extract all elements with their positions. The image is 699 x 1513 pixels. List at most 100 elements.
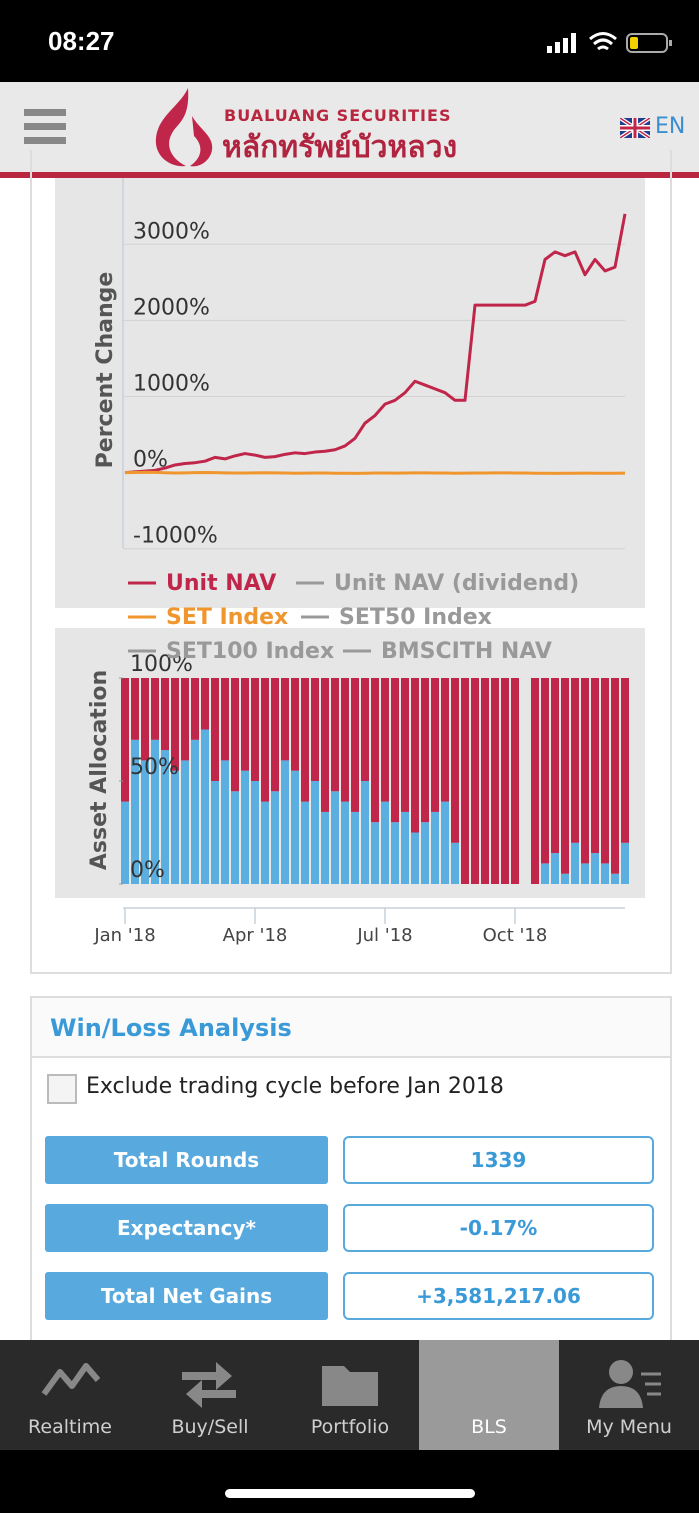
bar-segment (591, 678, 599, 854)
bar-segment (561, 678, 569, 874)
bar-segment (311, 781, 319, 884)
bar-segment (151, 678, 159, 740)
bar-segment (391, 822, 399, 884)
status-icons (547, 32, 672, 53)
metric-value: +3,581,217.06 (343, 1272, 654, 1320)
bar-segment (361, 678, 369, 781)
logo-icon (155, 88, 213, 167)
bar-segment (401, 811, 409, 884)
bar-segment (331, 678, 339, 792)
y-tick-label: 100% (130, 652, 193, 677)
bar-segment (491, 678, 499, 884)
legend-label: SET50 Index (339, 605, 492, 630)
y-tick-label: 0% (130, 858, 165, 883)
tab[interactable]: BLS (419, 1340, 559, 1450)
tab[interactable]: Portfolio (280, 1340, 420, 1450)
x-tick-label: Apr '18 (223, 925, 288, 946)
bar-segment (281, 760, 289, 884)
bar-segment (301, 801, 309, 884)
bar-segment (281, 678, 289, 761)
bar-segment (461, 678, 469, 884)
bar-segment (441, 801, 449, 884)
data-line (124, 470, 626, 475)
bar-segment (431, 678, 439, 812)
bar-segment (351, 811, 359, 884)
metric-label: Expectancy* (45, 1204, 328, 1252)
bar-segment (451, 678, 459, 843)
bar-segment (251, 781, 259, 884)
metric-label: Total Rounds (45, 1136, 328, 1184)
charts: -1000%0%1000%2000%3000%Percent Change0%5… (55, 178, 645, 946)
bar-segment (171, 770, 179, 884)
bar-segment (421, 822, 429, 884)
bar-segment (251, 678, 259, 781)
bar-segment (121, 801, 129, 884)
metric-label: Total Net Gains (45, 1272, 328, 1320)
app-header: BUALUANG SECURITIES หลักทรัพย์บัวหลวง EN (0, 82, 699, 178)
bar-segment (131, 678, 139, 740)
bar-segment (601, 678, 609, 864)
bar-segment (541, 863, 549, 884)
brand-thai: หลักทรัพย์บัวหลวง (222, 130, 458, 165)
tab[interactable]: Buy/Sell (140, 1340, 280, 1450)
bar-segment (231, 791, 239, 884)
bar-segment (201, 678, 209, 730)
bar-segment (441, 678, 449, 802)
bar-segment (261, 801, 269, 884)
bar-segment (171, 678, 179, 771)
bar-segment (571, 678, 579, 843)
bar-segment (431, 811, 439, 884)
tab-icon (599, 1360, 661, 1408)
bar-segment (451, 842, 459, 884)
legend-label: BMSCITH NAV (381, 639, 552, 664)
brand-english: BUALUANG SECURITIES (224, 106, 452, 125)
checkbox[interactable] (47, 1074, 77, 1104)
y-tick-label: 2000% (133, 295, 210, 320)
bar-segment (241, 770, 249, 884)
tab-bar: Realtime Buy/Sell Portfolio BLS My Menu (0, 1340, 699, 1450)
bar-segment (321, 678, 329, 812)
legend-label: SET Index (166, 605, 288, 630)
bar-segment (601, 863, 609, 884)
bar-segment (401, 678, 409, 812)
bar-segment (291, 770, 299, 884)
language-toggle[interactable]: EN (655, 114, 686, 139)
home-indicator (225, 1489, 475, 1498)
data-line (124, 213, 627, 475)
bar-segment (541, 678, 549, 864)
bar-segment (141, 760, 149, 884)
bar-segment (271, 791, 279, 884)
home-area (0, 1450, 699, 1513)
bar-segment (391, 678, 399, 823)
bar-segment (151, 739, 159, 884)
win-loss-body (30, 1056, 672, 1356)
bar-segment (471, 678, 479, 884)
y-tick-label: 1000% (133, 371, 210, 396)
bar-segment (181, 678, 189, 761)
chart-background (55, 178, 645, 608)
bar-segment (511, 678, 519, 884)
metric-value: -0.17% (343, 1204, 654, 1252)
bar-segment (291, 678, 299, 771)
tab[interactable]: My Menu (559, 1340, 699, 1450)
bar-segment (381, 801, 389, 884)
checkbox-label: Exclude trading cycle before Jan 2018 (86, 1074, 504, 1099)
bar-segment (411, 678, 419, 833)
tab-label: Realtime (28, 1416, 112, 1438)
tab[interactable]: Realtime (0, 1340, 140, 1450)
clock: 08:27 (48, 26, 115, 56)
bar-segment (331, 791, 339, 884)
tab-label: Portfolio (310, 1416, 390, 1438)
menu-button[interactable] (24, 109, 68, 145)
status-bar: 08:27 (0, 0, 699, 82)
x-tick-label: Jul '18 (356, 925, 412, 946)
y-axis-title: Percent Change (93, 272, 118, 469)
tab-label: My Menu (586, 1416, 672, 1438)
bar-segment (191, 739, 199, 884)
bar-segment (531, 678, 539, 884)
bar-segment (481, 678, 489, 884)
bar-segment (201, 729, 209, 884)
bar-segment (581, 863, 589, 884)
tab-label: Buy/Sell (171, 1416, 249, 1438)
